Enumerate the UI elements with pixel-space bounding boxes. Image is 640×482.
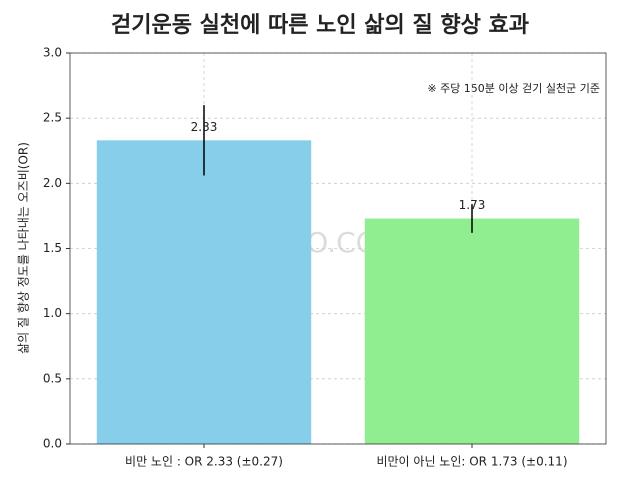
y-axis-label: 삶의 질 향상 정도를 나타내는 오즈비(OR) — [17, 142, 31, 354]
y-tick-label: 2.5 — [43, 111, 62, 125]
bar — [364, 218, 580, 444]
data-label: 2.33 — [191, 120, 218, 134]
y-tick-label: 1.0 — [43, 306, 62, 320]
x-tick-label: 비만 노인 : OR 2.33 (±0.27) — [125, 455, 283, 469]
bar — [96, 140, 312, 444]
y-tick-label: 0.5 — [43, 371, 62, 385]
x-tick-label: 비만이 아닌 노인: OR 1.73 (±0.11) — [376, 455, 567, 469]
annotation: ※ 주당 150분 이상 걷기 실천군 기준 — [427, 81, 600, 95]
y-tick-label: 0.0 — [43, 437, 62, 451]
y-tick-label: 3.0 — [43, 46, 62, 60]
y-tick-label: 2.0 — [43, 176, 62, 190]
chart-title: 걷기운동 실천에 따른 노인 삶의 질 향상 효과 — [111, 13, 529, 38]
y-tick-label: 1.5 — [43, 241, 62, 255]
plot-frame — [69, 52, 607, 445]
data-label: 1.73 — [459, 198, 486, 212]
